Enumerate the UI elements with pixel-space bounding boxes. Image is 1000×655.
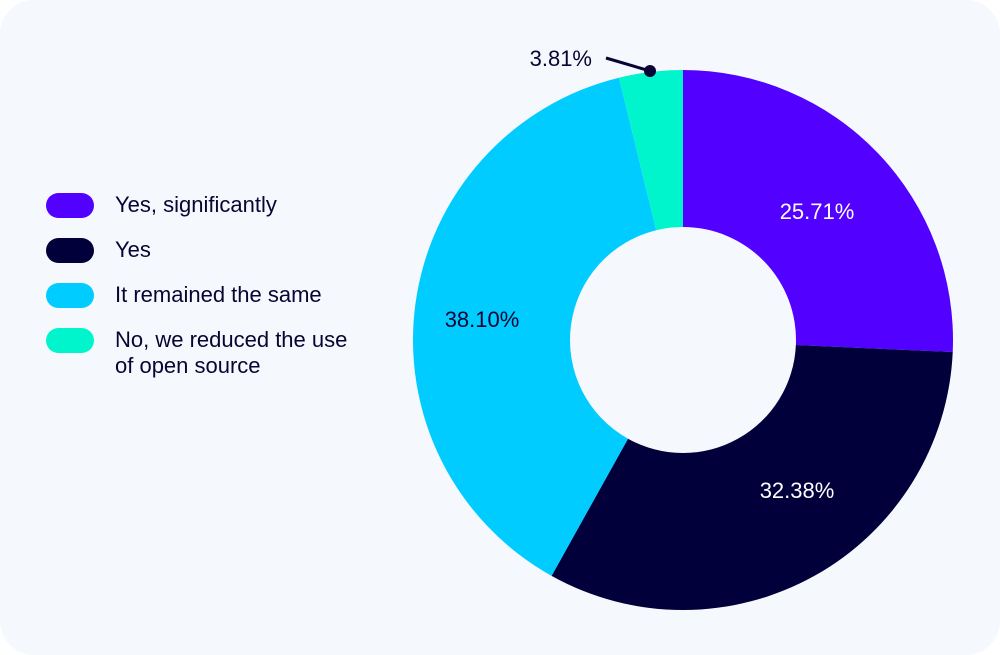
slice-label: 32.38% — [760, 478, 835, 503]
donut-slice — [618, 70, 683, 231]
slice-label: 38.10% — [445, 307, 520, 332]
legend-item: Yes — [46, 237, 375, 263]
legend-label: Yes — [115, 237, 151, 262]
donut-slice — [413, 77, 657, 576]
donut-slice — [551, 345, 953, 610]
slice-label: 25.71% — [780, 199, 855, 224]
slice-label: 3.81% — [530, 46, 592, 71]
legend-swatch — [46, 283, 94, 308]
legend-swatch — [46, 193, 94, 218]
legend-item: Yes, significantly — [46, 192, 375, 218]
legend-label: Yes, significantly — [115, 192, 277, 217]
legend-label: No, we reduced the use of open source — [115, 327, 348, 378]
legend: Yes, significantly Yes It remained the s… — [46, 192, 375, 398]
legend-swatch — [46, 238, 94, 263]
legend-item: It remained the same — [46, 282, 375, 308]
legend-label: It remained the same — [115, 282, 322, 307]
leader-dot — [644, 65, 656, 77]
legend-swatch — [46, 328, 94, 353]
legend-item: No, we reduced the use of open source — [46, 327, 375, 379]
leader-line — [605, 56, 651, 73]
donut-slice — [683, 70, 953, 353]
